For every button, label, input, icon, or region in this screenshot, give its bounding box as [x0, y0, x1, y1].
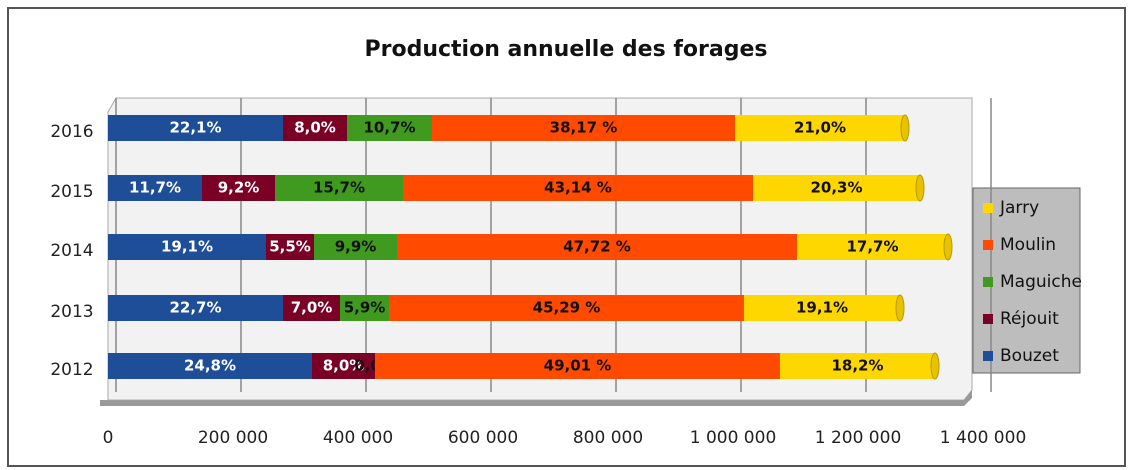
bar-segment: [108, 353, 312, 379]
bar-segment: [780, 353, 935, 379]
data-label: 8,0%: [323, 357, 365, 375]
data-label: 7,0%: [291, 299, 333, 317]
data-label: 20,3%: [810, 179, 862, 197]
x-tick-label: 400 000: [323, 428, 393, 448]
data-label: 10,7%: [363, 119, 415, 137]
bar-segment: [108, 115, 283, 141]
bar-segment: [797, 234, 948, 260]
data-label: 8,0%: [294, 119, 336, 137]
y-tick-label: 2013: [50, 302, 93, 322]
bar-segment: [432, 115, 735, 141]
bar-segment: [389, 295, 744, 321]
bar-segment: [202, 175, 275, 201]
data-label: 9,2%: [218, 179, 260, 197]
y-tick-label: 2015: [50, 182, 93, 202]
bar-end: [915, 174, 925, 202]
data-label: 9,9%: [335, 238, 377, 256]
bar-segment: [312, 353, 375, 379]
data-label: 18,2%: [831, 357, 883, 375]
plot-floor: [100, 390, 972, 406]
bar-segment: [283, 295, 340, 321]
bar-segment: [375, 353, 780, 379]
x-tick-label: 200 000: [198, 428, 268, 448]
bar-end: [900, 114, 910, 142]
x-tick-label: 1 200 000: [815, 428, 902, 448]
data-label: 24,8%: [184, 357, 236, 375]
legend-label: Maguiche: [1000, 272, 1082, 292]
legend-label: Jarry: [999, 198, 1039, 218]
bar-segment: [397, 234, 797, 260]
bar-segment: [340, 295, 389, 321]
data-label: 17,7%: [846, 238, 898, 256]
bar-segment: [266, 234, 314, 260]
y-tick-label: 2016: [50, 122, 93, 142]
legend-label: Réjouit: [1000, 309, 1059, 329]
bar-segment: [275, 175, 403, 201]
bar-end: [943, 233, 953, 261]
x-tick-label: 0: [103, 428, 114, 448]
bar-end: [930, 352, 940, 380]
chart-title: Production annuelle des forages: [364, 37, 767, 62]
data-label: 22,7%: [169, 299, 221, 317]
data-label: 49,01 %: [544, 357, 612, 375]
bar-end: [895, 294, 905, 322]
data-label: 43,14 %: [544, 179, 612, 197]
data-label: 21,0%: [794, 119, 846, 137]
data-label: 47,72 %: [563, 238, 631, 256]
bar-segment: [735, 115, 905, 141]
data-label: 38,17 %: [550, 119, 618, 137]
legend-label: Bouzet: [1000, 346, 1059, 366]
bar-segment: [108, 295, 283, 321]
data-label: 5,9%: [344, 299, 386, 317]
data-label: 5,5%: [269, 238, 311, 256]
legend-swatch: [983, 314, 993, 324]
bar-segment: [403, 175, 753, 201]
data-label: 11,7%: [129, 179, 181, 197]
bar-segment: [283, 115, 347, 141]
data-label: 19,1%: [161, 238, 213, 256]
legend-swatch: [983, 277, 993, 287]
legend-swatch: [983, 351, 993, 361]
data-label: 22,1%: [169, 119, 221, 137]
y-tick-label: 2014: [50, 241, 93, 261]
legend-swatch: [983, 203, 993, 213]
x-tick-label: 1 400 000: [940, 428, 1027, 448]
bar-segment: [108, 175, 202, 201]
x-tick-label: 600 000: [448, 428, 518, 448]
legend-label: Moulin: [1000, 235, 1056, 255]
bar-segment: [314, 234, 397, 260]
data-label: 19,1%: [796, 299, 848, 317]
bar-segment: [347, 115, 432, 141]
data-label: 15,7%: [313, 179, 365, 197]
bar-segment: [108, 234, 266, 260]
legend-swatch: [983, 240, 993, 250]
x-tick-label: 800 000: [573, 428, 643, 448]
x-tick-label: 1 000 000: [690, 428, 777, 448]
y-tick-label: 2012: [50, 360, 93, 380]
bar-segment: [744, 295, 900, 321]
data-label: 45,29 %: [533, 299, 601, 317]
bar-segment: [753, 175, 920, 201]
